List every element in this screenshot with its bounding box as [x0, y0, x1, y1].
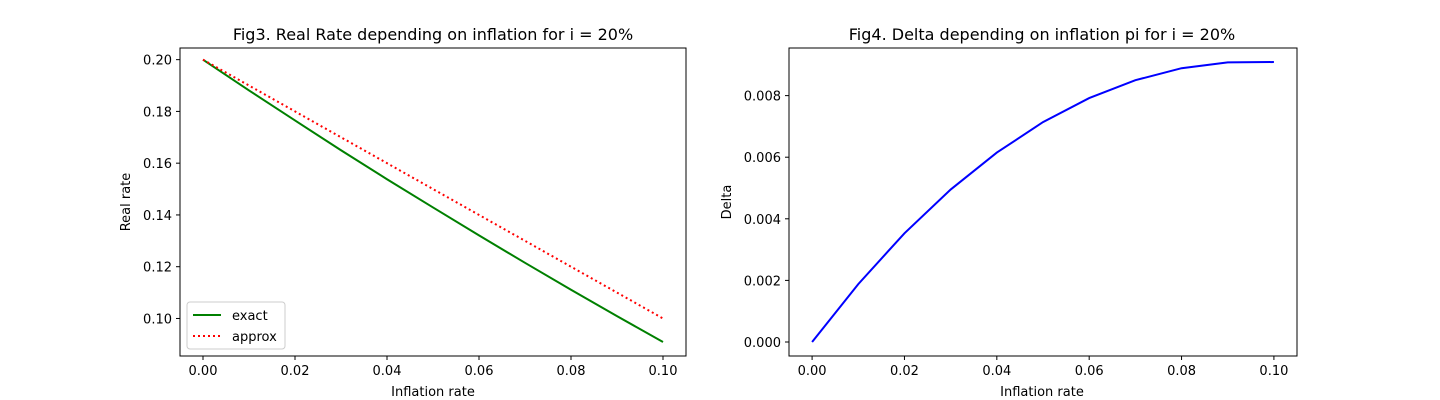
- legend-label-exact: exact: [232, 309, 268, 324]
- chart-title: Fig3. Real Rate depending on inflation f…: [233, 25, 633, 44]
- x-tick-label: 0.02: [890, 364, 919, 379]
- x-tick-label: 0.02: [281, 364, 310, 379]
- x-tick-label: 0.06: [465, 364, 494, 379]
- legend-box: [186, 301, 286, 350]
- x-tick-label: 0.10: [1259, 364, 1288, 379]
- y-tick-label: 0.10: [143, 312, 172, 327]
- legend-label-approx: approx: [232, 330, 277, 345]
- x-axis-label: Inflation rate: [1000, 385, 1084, 400]
- x-tick-label: 0.06: [1075, 364, 1104, 379]
- chart-title: Fig4. Delta depending on inflation pi fo…: [849, 25, 1235, 44]
- series-line-series-0: [811, 61, 1274, 343]
- y-tick-label: 0.004: [744, 213, 781, 228]
- y-tick-label: 0.000: [744, 336, 781, 351]
- x-axis-label: Inflation rate: [391, 385, 475, 400]
- plot-frame: [788, 47, 1298, 357]
- y-tick-label: 0.14: [143, 209, 172, 224]
- y-tick-label: 0.12: [143, 261, 172, 276]
- series-line-exact: [202, 58, 664, 343]
- x-tick-label: 0.10: [649, 364, 678, 379]
- y-tick-label: 0.002: [744, 274, 781, 289]
- legend: exact approx: [186, 301, 286, 350]
- x-tick-label: 0.04: [373, 364, 402, 379]
- x-tick-label: 0.08: [1167, 364, 1196, 379]
- y-axis-label: Delta: [720, 185, 735, 220]
- y-tick-label: 0.20: [143, 54, 172, 69]
- x-tick-label: 0.08: [557, 364, 586, 379]
- plot-frame: [179, 47, 687, 357]
- x-tick-label: 0.04: [982, 364, 1011, 379]
- y-tick-label: 0.008: [744, 90, 781, 105]
- chart-delta: Fig4. Delta depending on inflation pi fo…: [720, 25, 1298, 400]
- y-axis-label: Real rate: [119, 173, 134, 232]
- y-tick-label: 0.16: [143, 157, 172, 172]
- x-tick-label: 0.00: [798, 364, 827, 379]
- series-line-approx: [202, 58, 664, 320]
- x-tick-label: 0.00: [189, 364, 218, 379]
- y-tick-label: 0.006: [744, 151, 781, 166]
- y-tick-label: 0.18: [143, 105, 172, 120]
- chart-real-rate: Fig3. Real Rate depending on inflation f…: [119, 25, 687, 400]
